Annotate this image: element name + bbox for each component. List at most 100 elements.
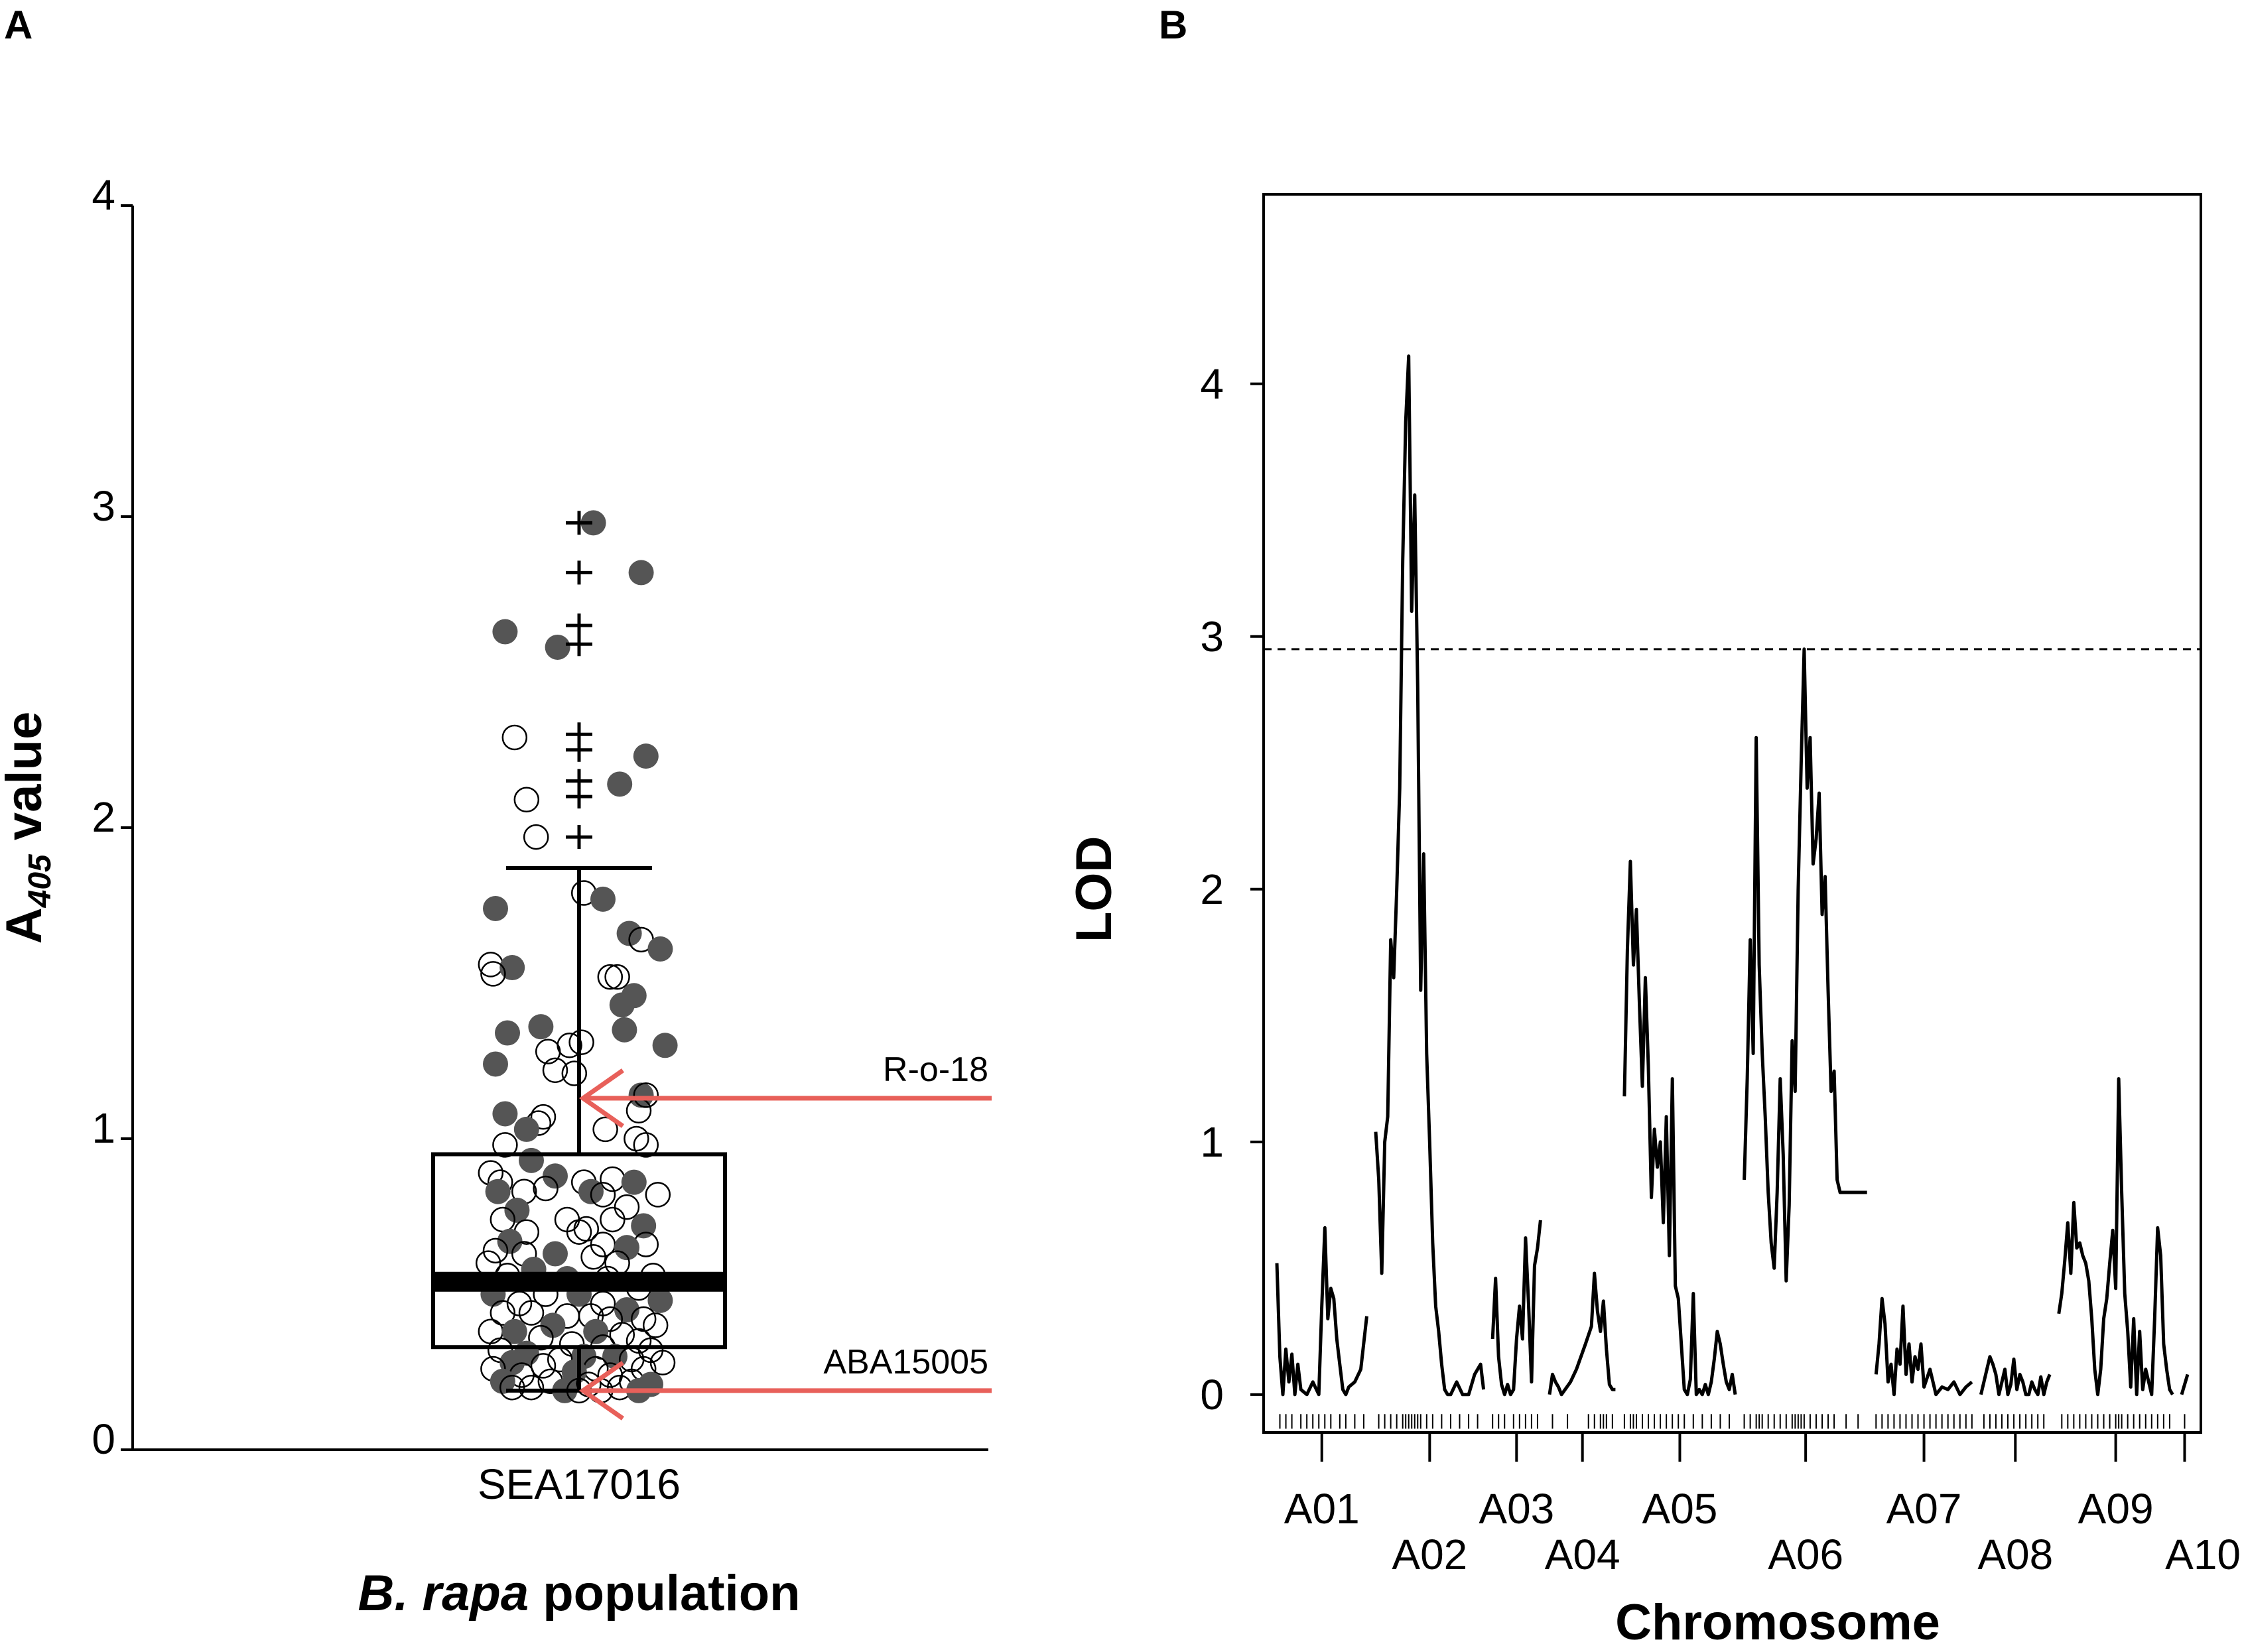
data-point <box>535 1039 561 1064</box>
data-point <box>645 1182 671 1208</box>
y-tick-label: 0 <box>92 1415 115 1463</box>
data-point <box>523 824 549 850</box>
data-point <box>568 1029 594 1055</box>
data-point <box>604 964 630 990</box>
y-tick-label: 0 <box>1200 1371 1224 1419</box>
data-point <box>580 1243 606 1270</box>
data-point <box>592 1116 618 1143</box>
boxplot-chart: 0 1 2 3 4 R-o-18 ABA15005 SEA17016 B. rapa popul… <box>0 171 992 1621</box>
chromosome-label: A01 <box>1284 1485 1360 1533</box>
annotation-label: ABA15005 <box>823 1343 988 1381</box>
x-axis-title: B. rapa population <box>358 1565 800 1621</box>
annotation-label: R-o-18 <box>883 1050 988 1089</box>
chromosome-label: A10 <box>2165 1531 2241 1578</box>
data-point <box>590 886 616 912</box>
lod-series-a04 <box>1548 1271 1616 1397</box>
x-category-label: SEA17016 <box>478 1460 681 1508</box>
data-point <box>614 1297 639 1322</box>
data-point <box>612 1017 637 1043</box>
data-point <box>499 1374 525 1401</box>
data-point <box>501 1318 527 1344</box>
data-point <box>614 1235 639 1261</box>
y-tick-label: 3 <box>1200 613 1224 661</box>
data-point <box>504 1197 530 1223</box>
lod-series-a06 <box>1743 647 1867 1283</box>
data-point <box>628 560 654 586</box>
data-point <box>501 724 528 751</box>
chromosome-label: A05 <box>1642 1485 1718 1533</box>
data-point <box>583 1318 609 1344</box>
lod-series-a05 <box>1622 859 1737 1397</box>
chromosome-label: A02 <box>1392 1531 1467 1578</box>
y-title-rest: value <box>0 712 52 854</box>
data-point <box>513 1116 539 1142</box>
data-point <box>528 1324 554 1351</box>
data-point <box>495 1020 520 1046</box>
y-axis-title: A405 value <box>0 712 58 944</box>
y-title-main: A <box>0 907 52 944</box>
data-point <box>492 1132 518 1158</box>
data-point <box>609 992 635 1018</box>
data-point <box>482 1238 509 1264</box>
lod-series-a02 <box>1374 354 1486 1397</box>
y-tick-label: 1 <box>92 1104 115 1152</box>
x-axis-title: Chromosome <box>1615 1594 1940 1651</box>
x-title-italic: B. rapa <box>358 1565 529 1621</box>
data-point <box>621 1169 647 1195</box>
data-point <box>513 787 540 813</box>
data-point <box>647 936 673 962</box>
data-point <box>647 1287 673 1313</box>
data-point <box>542 1057 568 1084</box>
chromosome-label: A08 <box>1977 1531 2053 1578</box>
data-point <box>633 1082 659 1108</box>
y-tick-label: 1 <box>1200 1118 1224 1166</box>
data-point <box>649 1350 676 1375</box>
data-point <box>543 1163 568 1189</box>
data-point <box>652 1033 678 1058</box>
data-point <box>631 1213 657 1239</box>
data-point <box>600 1206 626 1233</box>
data-point <box>490 1300 516 1326</box>
annotation-arrowhead <box>578 1068 625 1128</box>
data-point <box>590 1182 616 1208</box>
data-point <box>497 1228 523 1254</box>
data-point <box>614 1194 640 1220</box>
data-point <box>573 1216 600 1242</box>
data-point <box>480 961 506 987</box>
data-point <box>597 964 624 990</box>
y-title-sub: 405 <box>23 854 58 908</box>
annotation-arrowhead <box>578 1361 625 1421</box>
y-tick-label: 2 <box>92 793 115 841</box>
chromosome-label: A04 <box>1545 1531 1620 1578</box>
data-point <box>492 1101 518 1127</box>
chromosome-label: A06 <box>1768 1531 1843 1578</box>
data-point <box>528 1014 554 1040</box>
y-tick-label: 2 <box>1200 865 1224 913</box>
data-point <box>580 510 606 536</box>
lod-series-a08 <box>1979 1355 2052 1397</box>
chromosome-label: A09 <box>2078 1485 2154 1533</box>
data-point <box>540 1312 566 1338</box>
panel-a-label: A <box>4 3 33 47</box>
data-point <box>478 1318 504 1345</box>
data-point <box>519 1147 544 1173</box>
data-point <box>642 1312 669 1338</box>
lod-series-a09 <box>2057 1077 2174 1397</box>
panel-b-label: B <box>1159 3 1187 47</box>
data-point <box>518 1300 545 1326</box>
data-point <box>492 619 518 645</box>
data-point <box>545 634 570 660</box>
lod-series-a07 <box>1874 1297 1973 1397</box>
data-point <box>607 771 633 797</box>
data-point <box>624 1125 649 1152</box>
chromosome-label: A07 <box>1886 1485 1962 1533</box>
lod-series-a10 <box>2180 1373 2190 1395</box>
lod-series-a01 <box>1275 1226 1368 1397</box>
data-point <box>633 743 659 769</box>
x-title-rest: population <box>529 1565 800 1621</box>
box <box>431 1152 727 1350</box>
data-point <box>543 1241 568 1267</box>
data-point <box>483 1051 508 1077</box>
